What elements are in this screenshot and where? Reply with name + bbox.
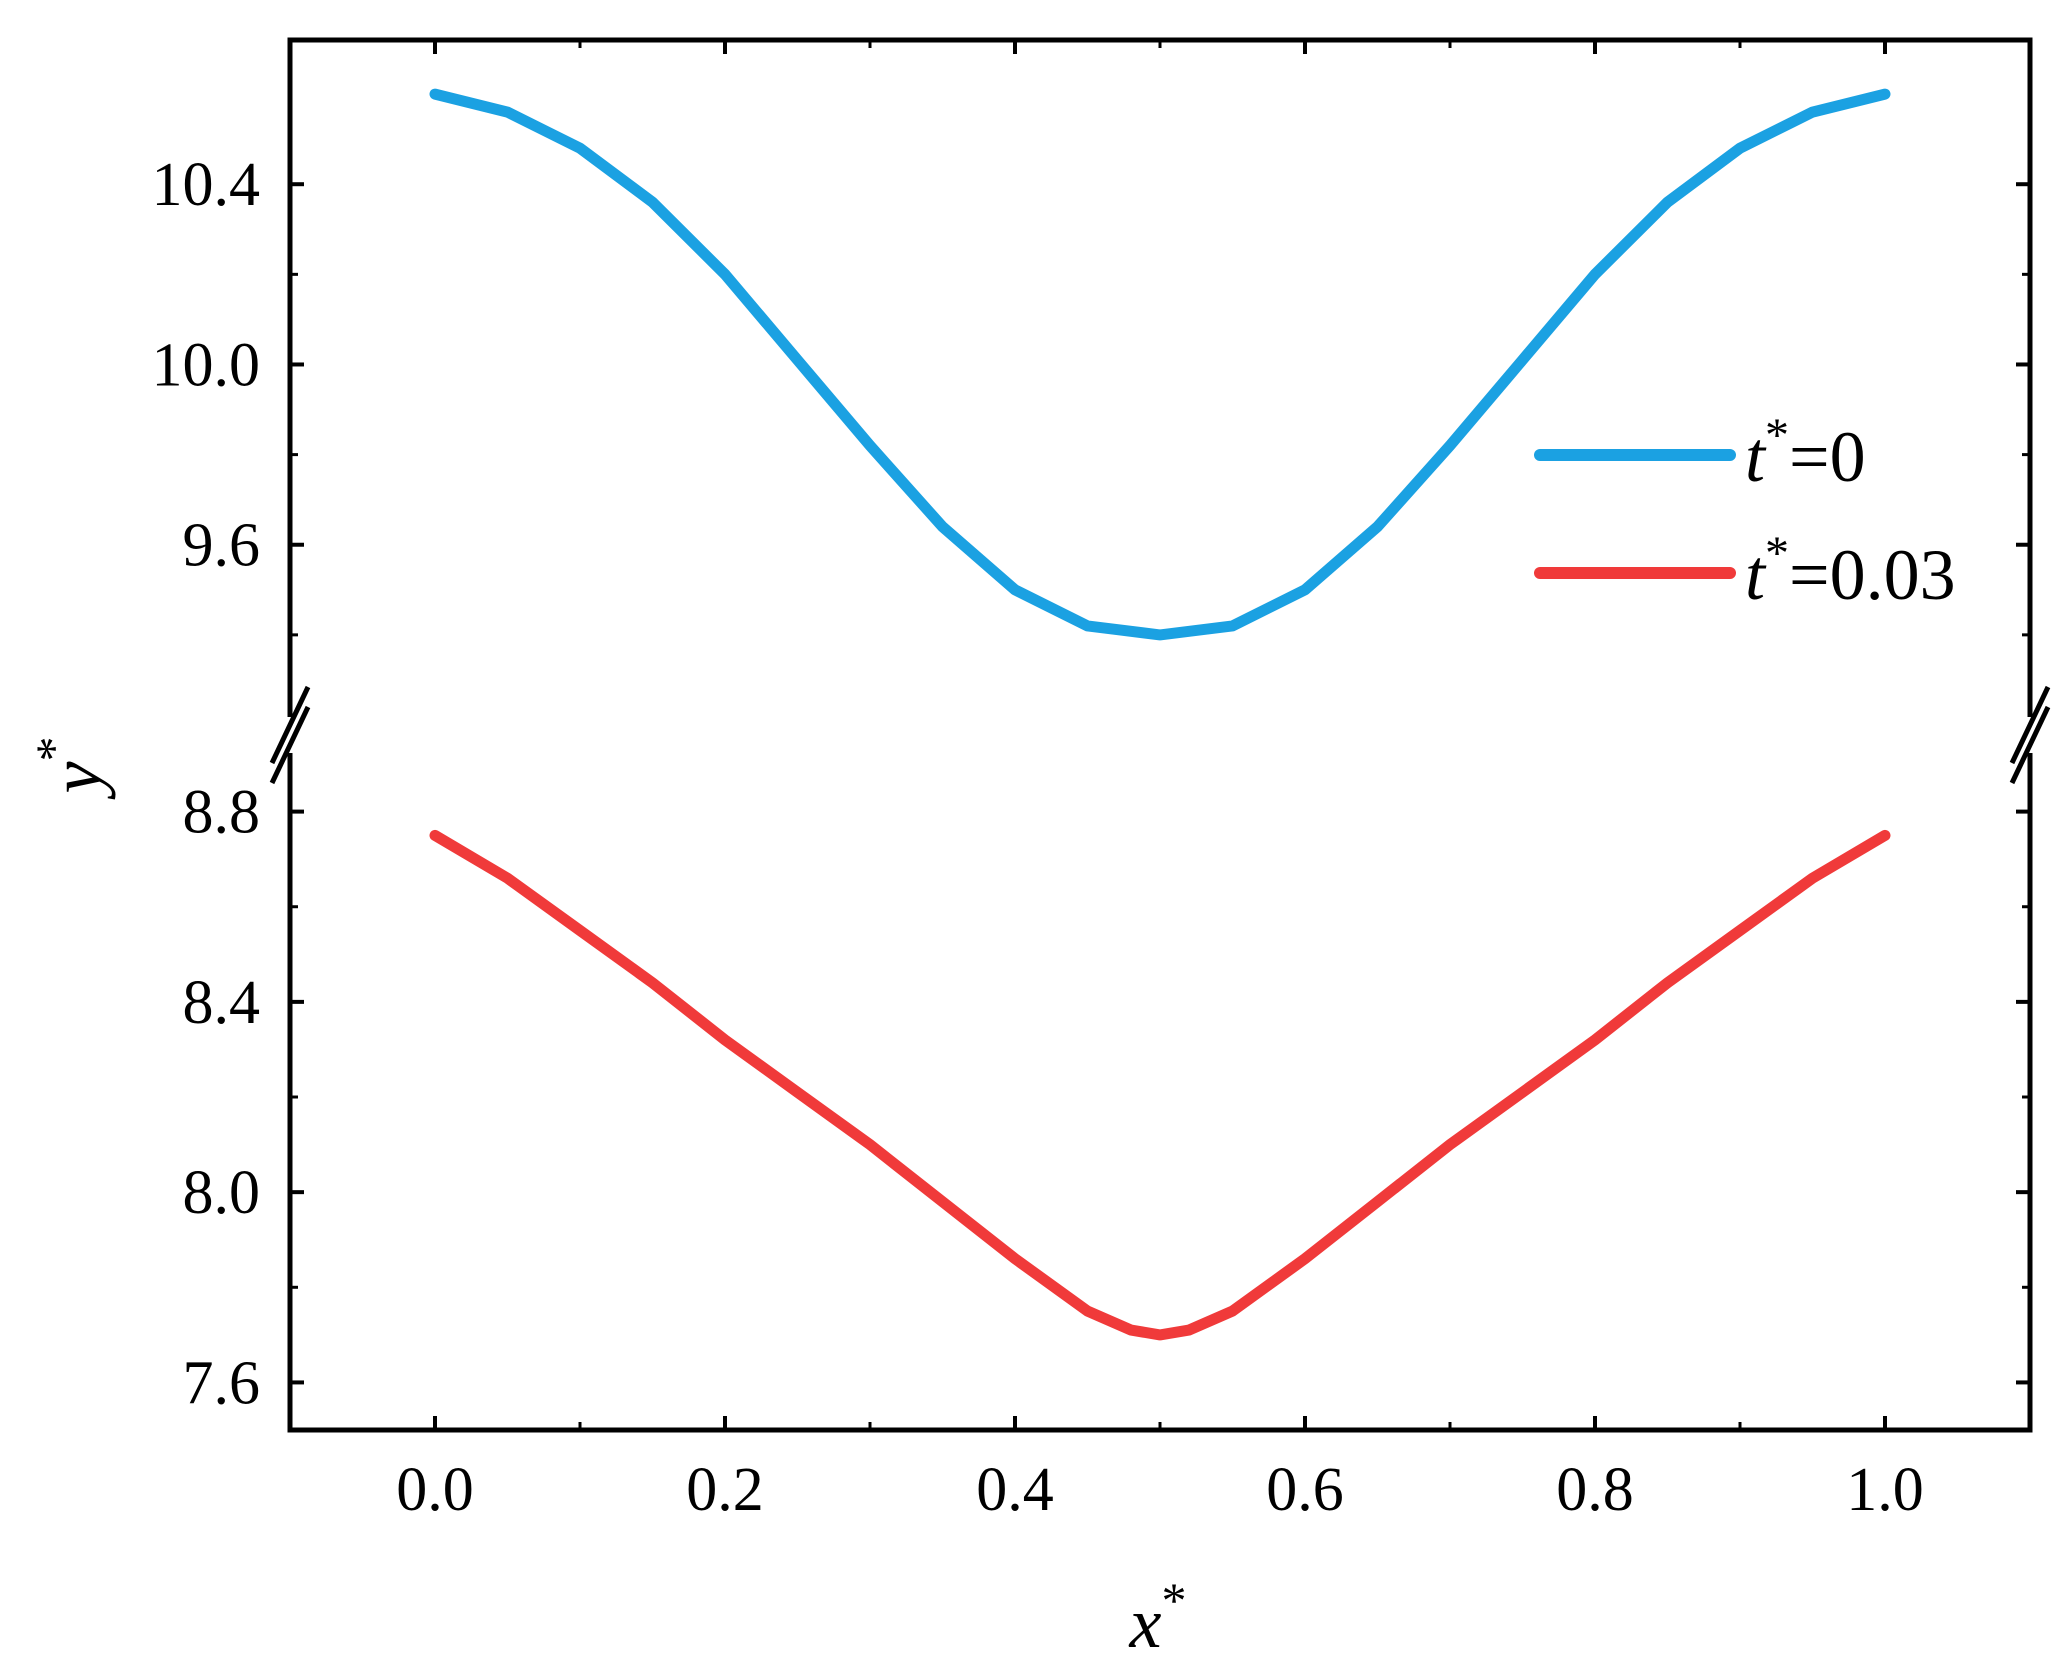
x-tick-label: 1.0 — [1846, 1456, 1924, 1524]
legend-label-sup: * — [1765, 527, 1789, 580]
y-tick-label: 8.8 — [183, 779, 261, 847]
series-line-1 — [429, 829, 1891, 1341]
y-tick-label: 10.0 — [152, 331, 261, 399]
y-tick-label: 8.0 — [183, 1159, 261, 1227]
legend-item-1: t*=0.03 — [1534, 527, 1956, 615]
x-tick-label: 0.6 — [1266, 1456, 1344, 1524]
y-axis-break-left — [269, 685, 311, 785]
x-tick-label: 0.4 — [976, 1456, 1054, 1524]
x-axis-label-base: x — [1129, 1583, 1162, 1663]
y-tick-label: 7.6 — [183, 1349, 261, 1417]
x-tick-label: 0.8 — [1556, 1456, 1634, 1524]
y-tick-label: 9.6 — [183, 512, 261, 580]
legend-label-sup: * — [1765, 409, 1789, 462]
y-axis-label: y* — [25, 737, 116, 801]
x-axis-label-sup: * — [1161, 1572, 1186, 1628]
y-axis-break-right — [2009, 685, 2051, 785]
legend-label-base: t — [1745, 417, 1767, 497]
legend-label-suffix: =0.03 — [1789, 535, 1956, 615]
legend-label-base: t — [1745, 535, 1767, 615]
x-axis-label: x* — [1129, 1572, 1187, 1663]
legend-label: t*=0 — [1745, 409, 1866, 497]
legend-label: t*=0.03 — [1745, 527, 1956, 615]
series-layer — [429, 88, 1891, 1341]
legend: t*=0t*=0.03 — [1534, 409, 1956, 615]
y-axis-label-sup: * — [25, 737, 81, 762]
legend-label-suffix: =0 — [1789, 417, 1866, 497]
y-tick-label: 10.4 — [152, 151, 261, 219]
axes-layer — [269, 37, 2051, 1433]
x-tick-label: 0.0 — [396, 1456, 474, 1524]
ticks-layer: 0.0 0.2 0.4 0.6 0.8 1.0 7.6 8.0 8.4 8.8 9.6 10.0 10.… — [152, 40, 2030, 1524]
y-tick-label: 8.4 — [183, 969, 261, 1037]
x-tick-label: 0.2 — [686, 1456, 764, 1524]
series-line-0 — [429, 88, 1891, 641]
y-axis-label-base: y — [36, 761, 116, 800]
legend-item-0: t*=0 — [1534, 409, 1866, 497]
labels-layer: x* y* — [25, 737, 1186, 1663]
